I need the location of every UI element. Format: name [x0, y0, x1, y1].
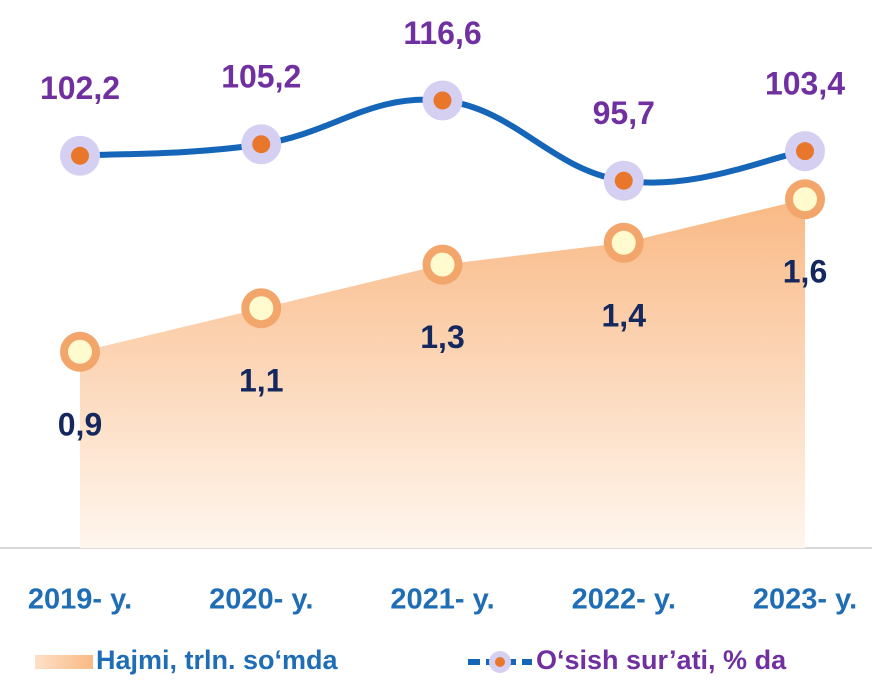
legend-swatch	[35, 655, 93, 669]
data-label: 95,7	[593, 95, 655, 131]
data-label: 1,1	[239, 363, 283, 399]
area-marker-inner	[68, 339, 92, 364]
x-tick-label: 2019- y.	[28, 584, 132, 616]
line-marker-inner	[614, 171, 633, 190]
x-tick-label: 2021- y.	[390, 584, 494, 616]
data-label: 105,2	[221, 59, 301, 95]
x-tick-label: 2023- y.	[753, 584, 857, 616]
area-marker-inner	[611, 230, 636, 255]
x-tick-label: 2022- y.	[572, 584, 676, 616]
data-label: 0,9	[58, 406, 102, 442]
line-marker-inner	[252, 135, 271, 154]
data-label: 1,6	[783, 254, 827, 290]
area-marker-inner	[793, 187, 817, 212]
data-label: 116,6	[403, 15, 481, 51]
legend-marker-inner	[495, 657, 505, 667]
data-label: 1,3	[420, 319, 464, 355]
line-marker-inner	[433, 91, 452, 110]
data-label: 102,2	[40, 70, 120, 106]
line-marker-inner	[796, 142, 814, 161]
legend-label: O‘sish sur’ati, % da	[536, 645, 787, 675]
x-tick-label: 2020- y.	[209, 584, 313, 616]
area	[80, 199, 805, 548]
data-label: 103,4	[765, 66, 845, 102]
area-marker-inner	[430, 252, 455, 277]
data-label: 1,4	[602, 297, 647, 333]
area-marker-inner	[249, 296, 274, 321]
line-marker-inner	[71, 146, 89, 165]
legend-label: Hajmi, trln. so‘mda	[96, 645, 339, 675]
